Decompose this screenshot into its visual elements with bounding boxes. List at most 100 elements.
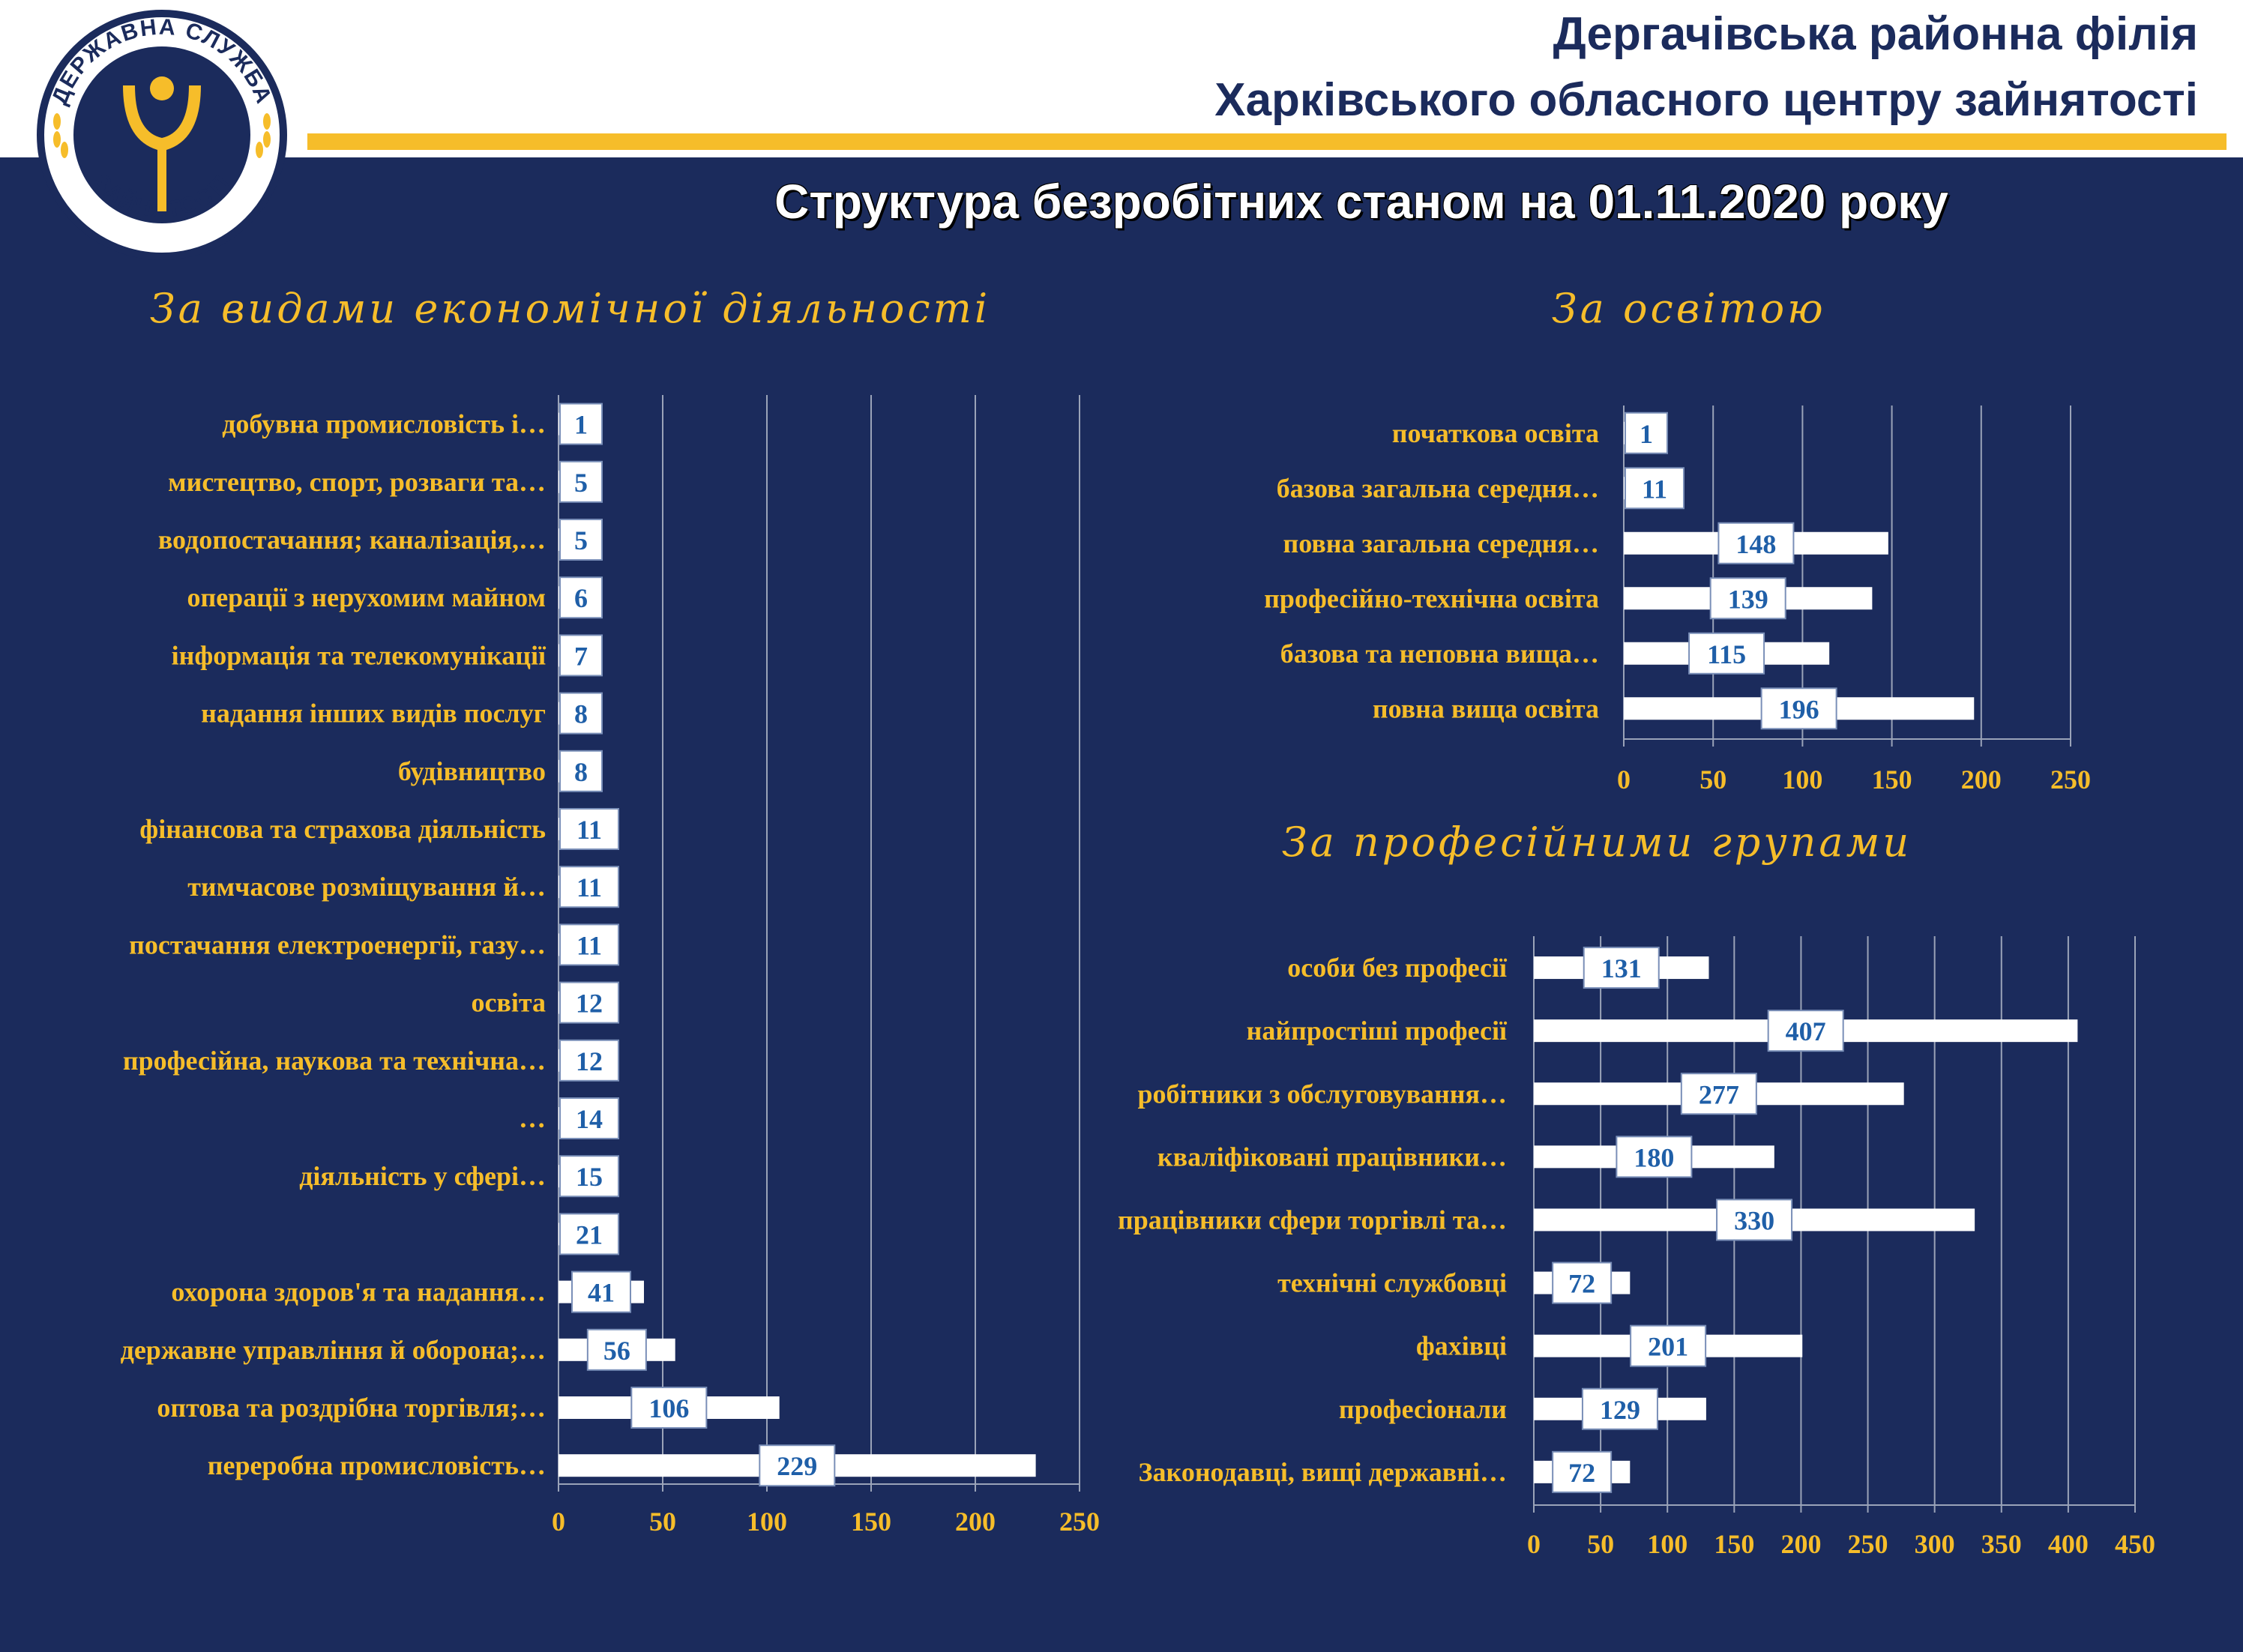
data-label-box <box>559 808 619 850</box>
x-tick-label: 100 <box>747 1507 787 1537</box>
data-label: 12 <box>576 1046 603 1076</box>
data-label: 148 <box>1735 529 1776 559</box>
category-label: добувна промисловість і… <box>222 409 546 439</box>
data-label-box <box>586 1328 647 1371</box>
category-label: працівники сфери торгівлі та… <box>1118 1205 1507 1235</box>
data-label: 14 <box>576 1104 603 1134</box>
data-label-box <box>1717 522 1795 564</box>
category-label: оптова та роздрібна торгівля;… <box>157 1393 546 1423</box>
education-chart-title: За освітою <box>1552 285 1826 332</box>
data-label-box <box>559 692 603 735</box>
data-label-box <box>1760 687 1837 730</box>
category-label: освіта <box>471 988 546 1018</box>
employment-service-logo: ДЕРЖАВНА СЛУЖБА ЗАЙНЯТОСТІ <box>37 10 287 260</box>
data-label: 129 <box>1600 1395 1640 1425</box>
category-label: надання інших видів послуг <box>201 699 546 729</box>
wheat-left-icon <box>53 113 68 158</box>
data-label: 8 <box>574 757 588 787</box>
category-label: базова та неповна вища… <box>1280 639 1599 669</box>
data-label-box <box>559 576 603 619</box>
data-label: 201 <box>1648 1332 1688 1362</box>
data-label-box <box>559 866 619 908</box>
data-label-box <box>1625 412 1668 454</box>
data-label: 180 <box>1634 1142 1674 1172</box>
x-tick-label: 100 <box>1647 1529 1687 1559</box>
professional-chart-title: За професійними групами <box>1282 819 1912 866</box>
data-label: 106 <box>648 1393 689 1423</box>
data-label: 11 <box>576 872 602 902</box>
x-tick-label: 400 <box>2048 1529 2089 1559</box>
category-label: мистецтво, спорт, розваги та… <box>168 467 546 497</box>
data-label-box <box>559 1155 619 1198</box>
data-label: 21 <box>576 1220 603 1249</box>
x-tick-label: 250 <box>1059 1507 1100 1537</box>
category-label: постачання електроенергії, газу… <box>129 929 546 959</box>
data-label-box <box>559 403 603 445</box>
category-label: тимчасове розміщування й… <box>187 872 546 902</box>
data-label: 139 <box>1728 584 1768 614</box>
x-tick-label: 50 <box>649 1507 676 1537</box>
x-tick-label: 150 <box>1714 1529 1754 1559</box>
category-label: професіонали <box>1339 1394 1507 1424</box>
category-label: переробна промисловість… <box>208 1450 546 1480</box>
data-label: 1 <box>1640 419 1653 449</box>
data-label: 5 <box>574 525 588 555</box>
page-title: Структура безробітних станом на 01.11.20… <box>774 175 1948 229</box>
category-label: діяльність у сфері… <box>299 1161 546 1191</box>
data-label: 15 <box>576 1162 603 1192</box>
category-label: найпростіші професії <box>1247 1016 1508 1046</box>
data-label: 330 <box>1734 1205 1774 1235</box>
data-label: 196 <box>1779 694 1819 724</box>
category-label: інформація та телекомунікації <box>172 640 547 670</box>
wheat-right-icon <box>256 113 271 158</box>
category-label: Законодавці, вищі державні… <box>1139 1457 1507 1487</box>
category-label: водопостачання; каналізація,… <box>158 525 546 555</box>
office-title: Дергачівська районна філія Харківського … <box>1214 1 2198 133</box>
economic-chart-title: За видами економічної діяльності <box>150 285 991 332</box>
data-label-box <box>1767 1010 1844 1052</box>
data-label-box <box>559 1097 619 1139</box>
data-label: 229 <box>777 1451 817 1481</box>
data-label: 407 <box>1786 1016 1826 1046</box>
x-tick-label: 200 <box>955 1507 996 1537</box>
data-label-box <box>559 1039 619 1082</box>
data-label: 11 <box>1642 474 1667 504</box>
data-label-box <box>1581 1387 1658 1430</box>
data-label-box <box>1583 947 1660 989</box>
office-title-line1: Дергачівська районна філія <box>1553 8 2198 60</box>
x-tick-label: 50 <box>1699 765 1726 795</box>
x-tick-label: 250 <box>2050 765 2091 795</box>
data-label-box <box>559 460 603 503</box>
data-label: 115 <box>1707 639 1746 669</box>
category-label: фінансова та страхова діяльність <box>139 814 546 844</box>
data-label: 7 <box>574 641 588 671</box>
data-label: 11 <box>576 815 602 845</box>
data-label: 277 <box>1699 1079 1739 1109</box>
data-label-box <box>570 1270 631 1313</box>
x-tick-label: 150 <box>851 1507 891 1537</box>
x-tick-label: 0 <box>552 1507 565 1537</box>
category-label: повна вища освіта <box>1373 693 1599 723</box>
data-label-box <box>559 634 603 677</box>
data-label: 72 <box>1568 1269 1595 1299</box>
category-label: особи без професії <box>1287 953 1508 983</box>
x-tick-label: 450 <box>2115 1529 2155 1559</box>
category-label: охорона здоров'я та надання… <box>171 1277 546 1307</box>
category-label: технічні службовці <box>1277 1268 1507 1298</box>
x-tick-label: 250 <box>1848 1529 1888 1559</box>
data-label-box <box>630 1387 708 1429</box>
data-label-box <box>1552 1261 1613 1304</box>
data-label: 11 <box>576 930 602 960</box>
data-label-box <box>559 923 619 966</box>
data-label: 6 <box>574 583 588 613</box>
data-label: 5 <box>574 468 588 498</box>
x-tick-label: 50 <box>1587 1529 1614 1559</box>
data-label-box <box>1709 577 1786 620</box>
data-label-box <box>559 750 603 792</box>
category-label: базова загальна середня… <box>1277 473 1599 503</box>
category-label: фахівці <box>1416 1331 1507 1361</box>
x-tick-label: 0 <box>1527 1529 1541 1559</box>
data-label: 72 <box>1568 1458 1595 1488</box>
